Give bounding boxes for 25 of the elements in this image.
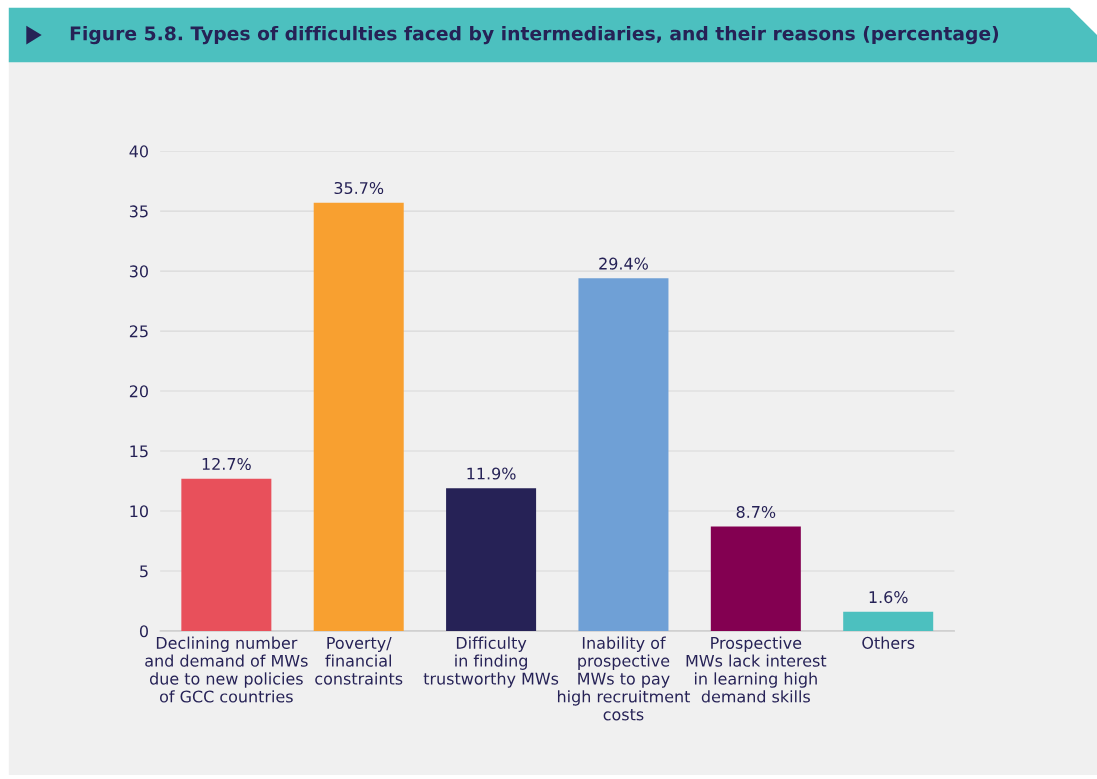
y-tick-label: 5 xyxy=(140,565,148,578)
y-tick-label: 20 xyxy=(129,385,148,398)
x-tick-label: Declining number and demand of MWs due to new policies of GCC countries xyxy=(145,636,308,703)
x-tick-label: Poverty/ financial constraints xyxy=(315,637,403,685)
bar xyxy=(446,488,537,631)
y-tick-label: 35 xyxy=(129,205,148,218)
y-tick-label: 25 xyxy=(129,325,148,338)
data-label: 12.7% xyxy=(202,457,251,470)
chart-title: Figure 5.8. Types of difficulties faced by intermediaries, and their reasons (percentage) xyxy=(70,25,999,45)
bar xyxy=(843,611,934,631)
bar xyxy=(313,202,404,631)
data-label: 1.6% xyxy=(869,591,908,604)
data-label: 29.4% xyxy=(599,257,648,270)
data-label: 11.9% xyxy=(467,467,516,480)
y-tick-label: 30 xyxy=(129,265,148,278)
y-tick-label: 0 xyxy=(139,625,148,638)
bar xyxy=(710,526,801,631)
y-tick-label: 15 xyxy=(130,445,148,458)
bar xyxy=(181,478,272,631)
y-tick-label: 10 xyxy=(130,505,148,518)
y-tick-label: 40 xyxy=(129,145,148,158)
x-tick-label: Others xyxy=(862,636,915,649)
bar xyxy=(578,278,669,631)
data-label: 35.7% xyxy=(334,181,384,195)
data-label: 8.7% xyxy=(736,505,776,518)
